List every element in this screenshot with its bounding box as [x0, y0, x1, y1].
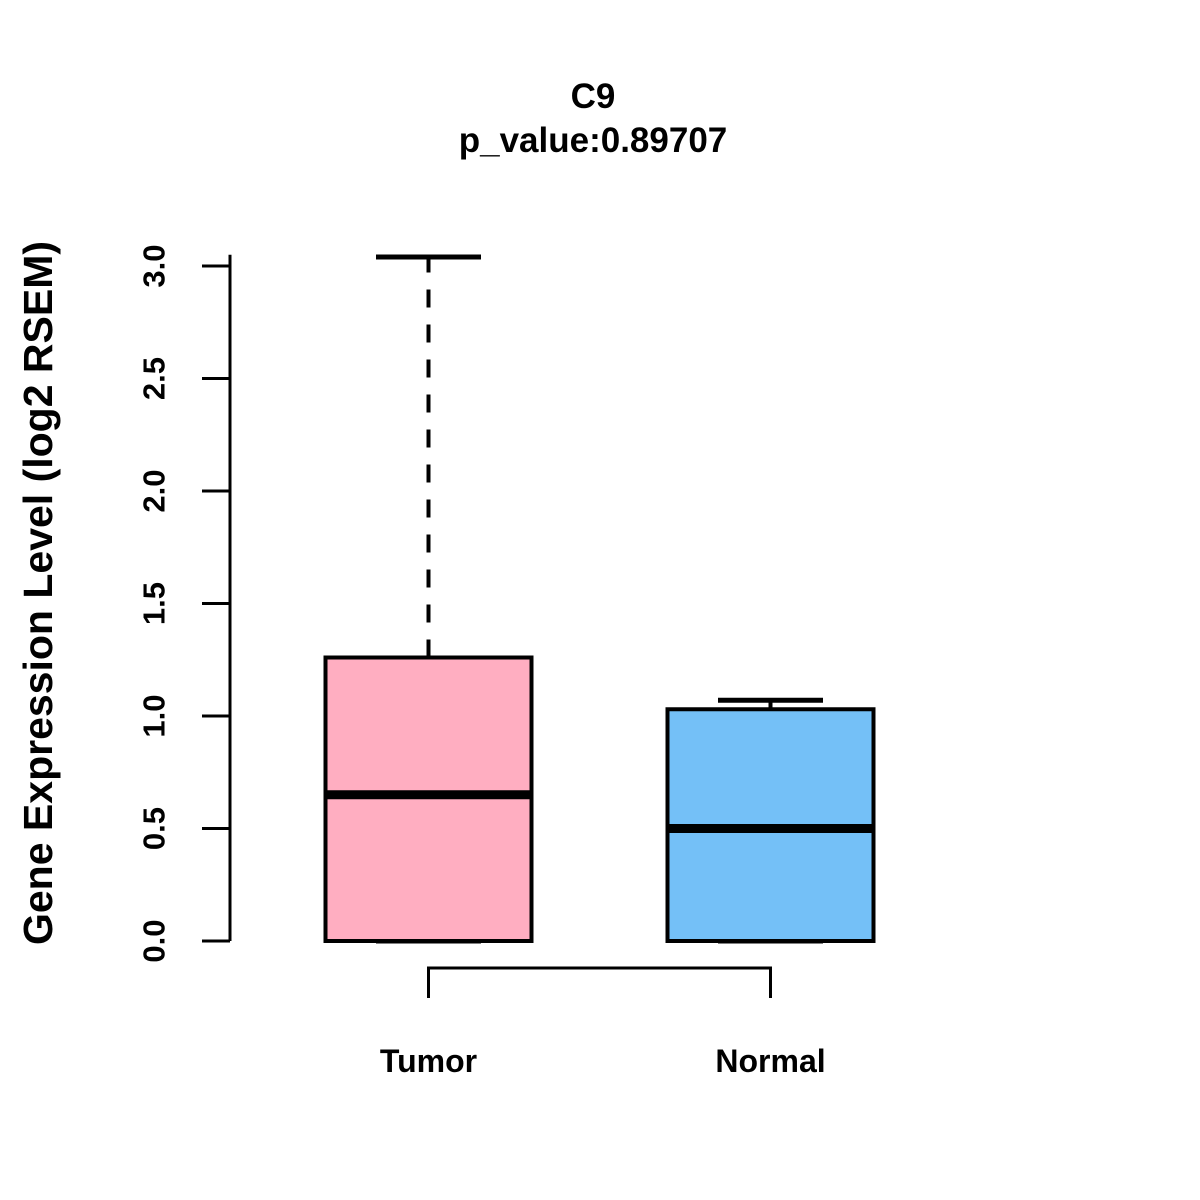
x-category-label-normal: Normal [715, 1043, 825, 1079]
chart-subtitle: p_value:0.89707 [459, 121, 728, 160]
y-tick-label: 1.0 [137, 694, 172, 737]
plot-layer: 0.0 0.5 1.0 1.5 2.0 2.5 3.0 Tumor Normal [137, 244, 876, 1079]
y-tick-label: 2.5 [137, 357, 172, 400]
y-tick-label: 0.0 [137, 919, 172, 962]
y-tick-label: 0.5 [137, 807, 172, 850]
y-tick-label: 1.5 [137, 582, 172, 625]
x-category-label-tumor: Tumor [380, 1043, 477, 1079]
chart-title: C9 [571, 77, 616, 116]
comparison-bracket [427, 966, 772, 998]
y-tick-label: 3.0 [137, 244, 172, 287]
y-tick-label: 2.0 [137, 469, 172, 512]
y-axis-title: Gene Expression Level (log2 RSEM) [15, 241, 61, 945]
